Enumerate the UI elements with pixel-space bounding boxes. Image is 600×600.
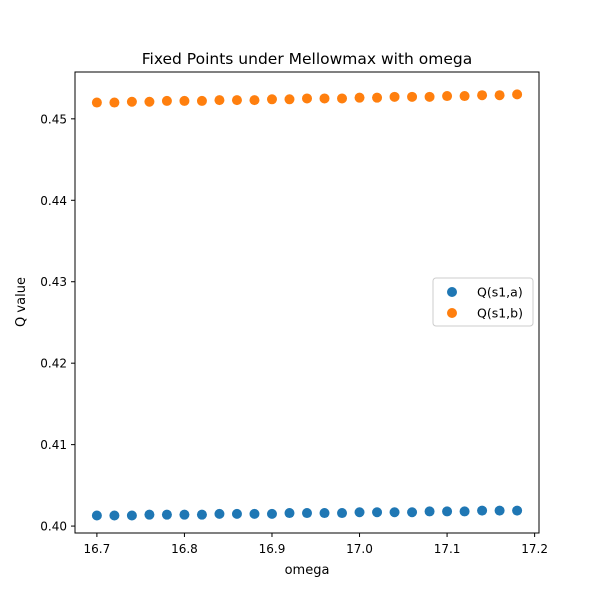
series-1-point [372,507,383,518]
y-tick-label: 0.45 [40,112,67,126]
series-2-point [302,93,312,104]
legend: Q(s1,a) Q(s1,b) [432,277,534,327]
legend-label: Q(s1,b) [477,306,523,321]
series-2-point [214,95,225,106]
series-1-point [179,509,190,520]
series-1-point [284,508,295,519]
series-1-point [231,508,242,519]
series-1-point [477,505,488,516]
series-1-point [144,509,155,520]
x-tick-label: 17.1 [434,542,461,556]
y-tick-label: 0.41 [40,438,67,452]
series-2-point [477,90,488,101]
y-tick-label: 0.42 [40,357,67,371]
chart-title: Fixed Points under Mellowmax with omega [142,50,473,68]
series-2-point [91,97,102,108]
series-2-point [442,91,453,102]
series-1-point [126,510,137,521]
x-tick-label: 17.0 [346,542,373,556]
series-2-point [144,96,155,107]
series-2-point [459,91,470,102]
series-2-point [249,95,260,106]
series-1-point [249,508,260,519]
y-tick-label: 0.40 [40,520,67,534]
series-2-point [407,91,418,102]
series-1-point [302,508,312,519]
series-2-point [424,91,435,102]
x-tick-label: 16.7 [84,542,111,556]
x-tick-label: 16.9 [259,542,286,556]
series-2-point [179,95,190,106]
legend-label: Q(s1,a) [477,285,523,300]
legend-marker [447,287,457,297]
plot-frame [74,71,540,534]
series-1-point [494,505,505,516]
series-2-point [196,95,207,106]
series-1-point [459,506,470,517]
series-2-point [284,94,295,105]
series-2-point [161,95,172,106]
series-1-point [109,510,120,521]
series-1-point [424,506,435,517]
series-2-point [109,97,120,108]
y-axis: 0.40 0.41 0.42 0.43 0.44 0.45 [40,112,75,534]
series-1-point [354,507,365,518]
series-2-point [319,93,330,104]
series-2-point [337,93,348,104]
series-2-point [494,90,505,101]
series-1-point [512,505,523,516]
series-1-point [266,508,277,519]
y-tick-label: 0.44 [40,194,67,208]
series-1-point [91,510,102,521]
series-2-point [126,96,137,107]
series-2-point [354,92,365,103]
series-1-point [337,508,348,519]
series-1-point [319,508,330,519]
x-axis: 16.7 16.8 16.9 17.0 17.1 17.2 [84,533,548,556]
y-axis-label: Q value [14,277,29,327]
series-2-point [389,91,400,102]
series-1-point [214,508,225,519]
x-axis-label: omega [285,563,330,578]
y-tick-label: 0.43 [40,275,67,289]
series-2-point [372,92,383,103]
plot-area [91,89,523,521]
series-1-point [161,509,172,520]
x-tick-label: 16.8 [171,542,198,556]
series-1-point [407,507,418,518]
series-1-point [442,506,453,517]
legend-box [432,277,534,327]
x-tick-label: 17.2 [521,542,548,556]
legend-marker [447,308,457,318]
series-2-point [266,94,277,105]
series-1-point [389,507,400,518]
series-2-point [231,95,242,106]
series-1-point [196,509,207,520]
series-2-point [512,89,523,100]
